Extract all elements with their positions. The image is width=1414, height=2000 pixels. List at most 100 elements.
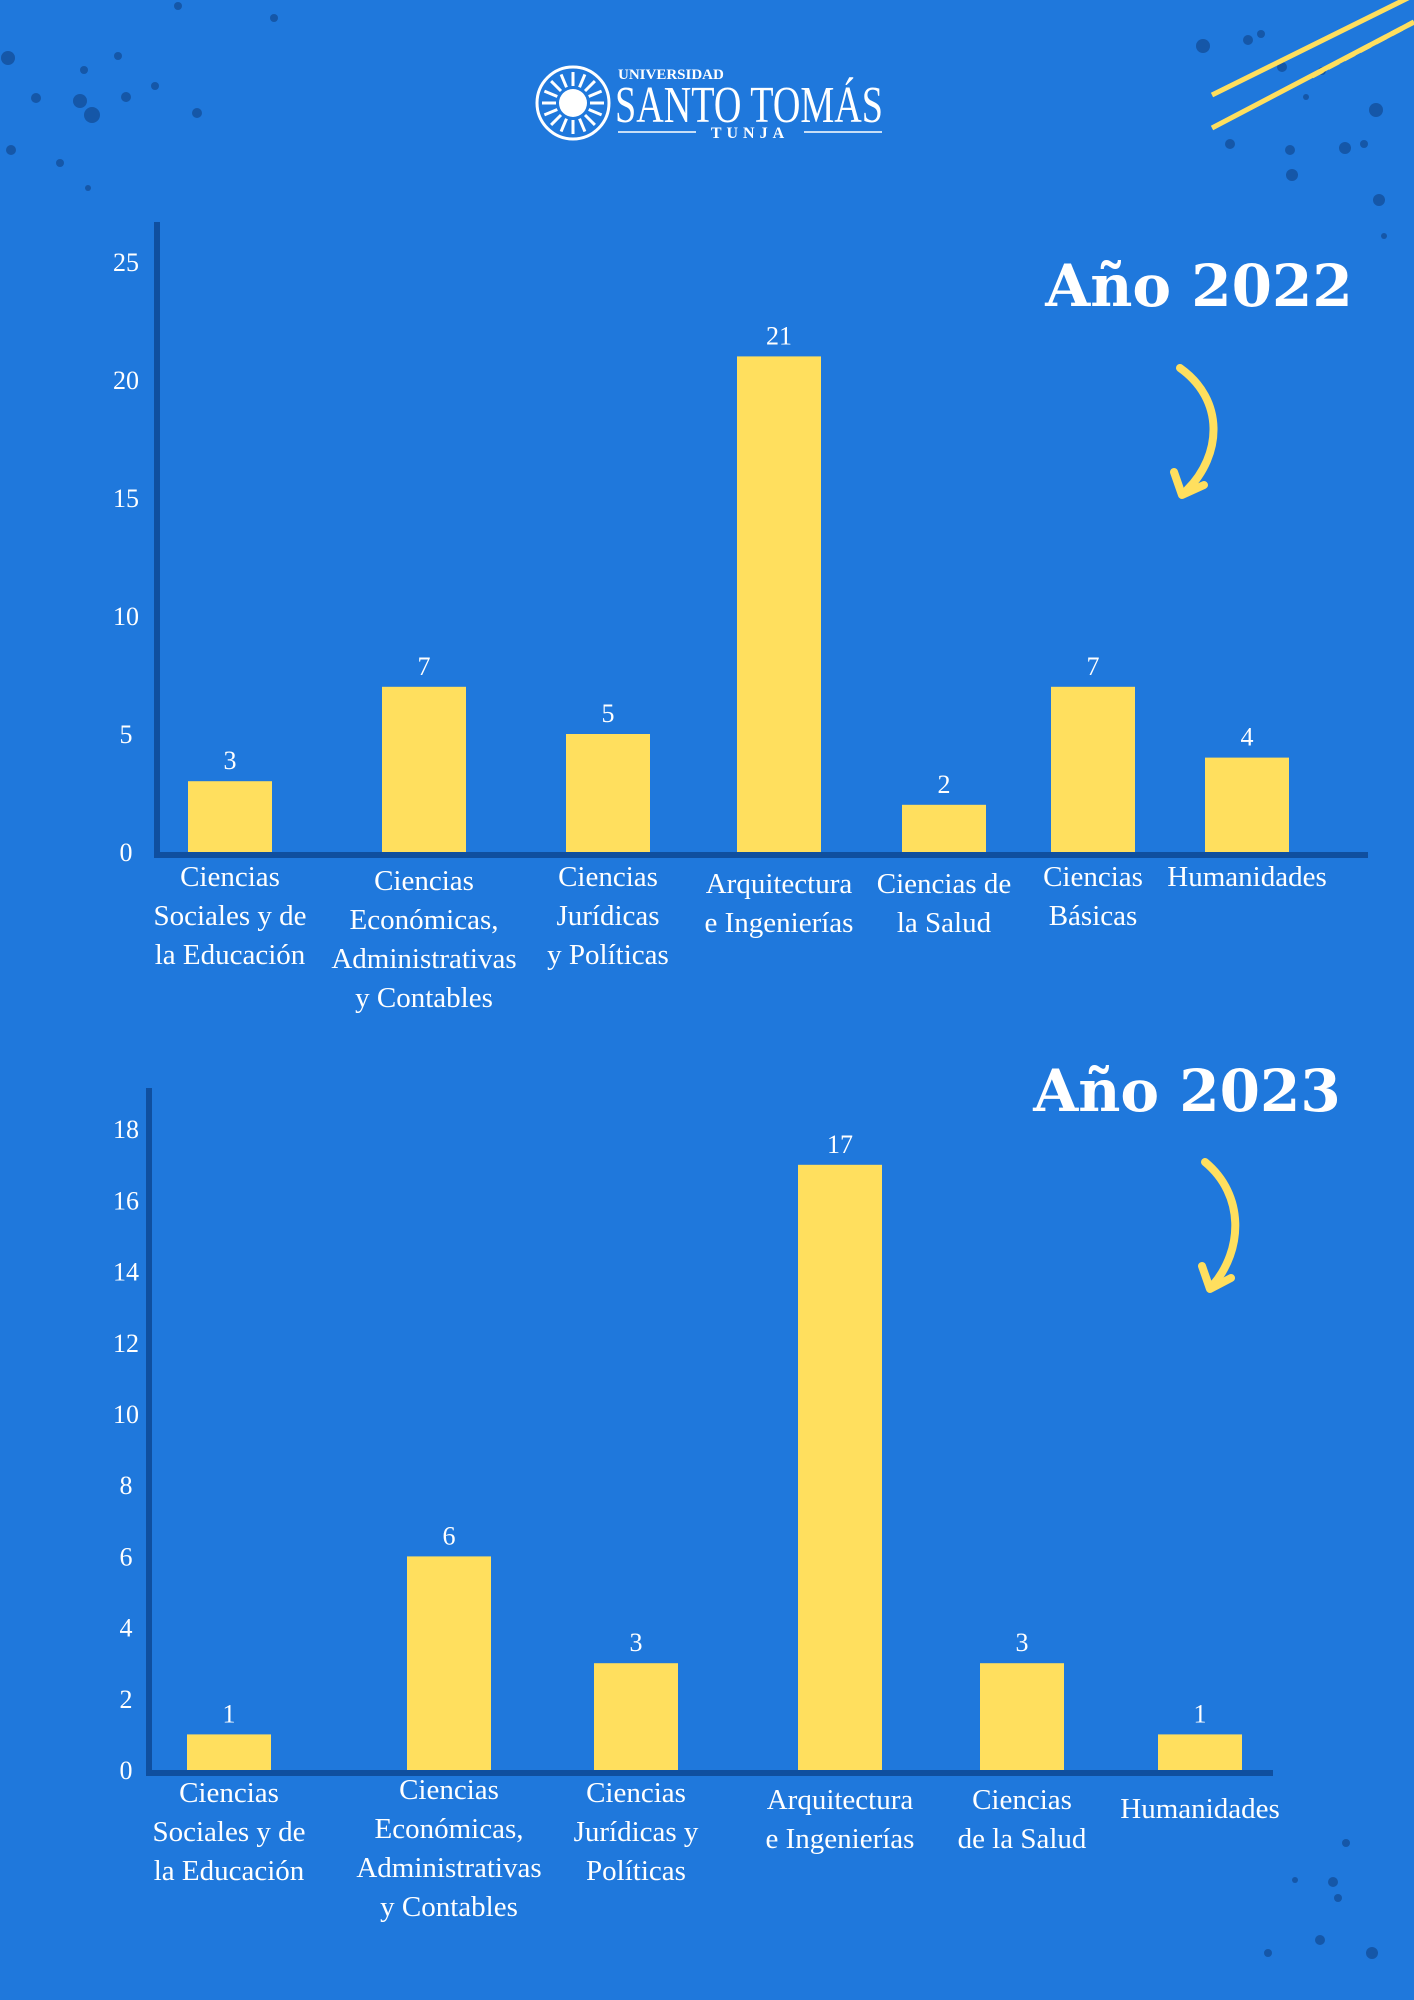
- decor-dot: [1264, 1949, 1272, 1957]
- bar-value-label: 2: [938, 770, 951, 799]
- sun-ray: [559, 118, 568, 133]
- decor-dot: [1196, 39, 1210, 53]
- bar-value-label: 6: [443, 1521, 456, 1550]
- decor-dot: [6, 145, 16, 155]
- bar-value-label: 1: [223, 1699, 236, 1728]
- x-category-label: Humanidades: [1120, 1793, 1279, 1825]
- bar-value-label: 3: [630, 1628, 643, 1657]
- bar: [1205, 757, 1289, 852]
- logo-name: SANTO TOMÁS: [615, 76, 883, 134]
- curved-arrow-icon: [1170, 364, 1218, 499]
- y-tick-label: 10: [113, 602, 139, 631]
- sun-ray: [550, 113, 563, 126]
- y-tick-label: 5: [120, 720, 133, 749]
- decor-dot: [151, 82, 159, 90]
- y-tick-label: 0: [120, 1756, 133, 1785]
- decor-dot: [1342, 1839, 1350, 1847]
- decor-dot: [1315, 1935, 1325, 1945]
- x-category-label: Ciencias de la Salud: [958, 1784, 1087, 1855]
- sun-ray: [559, 73, 568, 88]
- x-category-label: Ciencias Económicas, Administrativas y Cont…: [356, 1774, 541, 1923]
- bar: [188, 781, 272, 852]
- decor-dot: [1328, 1877, 1338, 1887]
- decor-dot: [270, 14, 278, 22]
- bar: [902, 804, 986, 852]
- bar: [737, 356, 821, 852]
- decor-dot: [1286, 169, 1298, 181]
- bar-value-label: 7: [1087, 652, 1100, 681]
- decor-dot: [56, 159, 64, 167]
- decor-dot: [80, 66, 88, 74]
- university-logo: UNIVERSIDAD SANTO TOMÁS TUNJA: [535, 65, 883, 142]
- decor-dot: [192, 108, 202, 118]
- decor-stripe: [1310, 19, 1414, 79]
- bar-value-label: 1: [1194, 1699, 1207, 1728]
- bar-value-label: 5: [602, 699, 615, 728]
- sun-ray: [578, 118, 587, 133]
- bar: [566, 734, 650, 852]
- decor-dot: [1366, 1947, 1378, 1959]
- bar: [798, 1164, 882, 1770]
- sun-ray: [588, 89, 603, 98]
- decor-dot: [1, 51, 15, 65]
- decor-dot: [1373, 194, 1385, 206]
- x-category-label: Arquitectura e Ingenierías: [705, 868, 854, 939]
- decor-dot: [114, 52, 122, 60]
- x-category-label: Ciencias Jurídicas y Políticas: [547, 861, 669, 971]
- x-category-label: Ciencias Sociales y de la Educación: [153, 861, 306, 971]
- sun-ray: [550, 80, 563, 93]
- decor-dot: [1292, 1877, 1298, 1883]
- y-tick-label: 25: [113, 248, 139, 277]
- decor-dot: [1243, 35, 1253, 45]
- bar: [407, 1556, 491, 1770]
- x-category-label: Ciencias Básicas: [1043, 861, 1143, 932]
- bar: [594, 1663, 678, 1770]
- x-category-label: Arquitectura e Ingenierías: [766, 1784, 915, 1855]
- logo-campus: TUNJA: [711, 125, 789, 142]
- y-tick-label: 4: [120, 1614, 133, 1643]
- sun-ray: [583, 80, 596, 93]
- decor-stripe: [1210, 0, 1410, 98]
- y-tick-label: 12: [113, 1329, 139, 1358]
- y-tick-label: 2: [120, 1685, 133, 1714]
- curved-arrow-icon: [1198, 1158, 1240, 1293]
- bar: [980, 1663, 1064, 1770]
- sun-ray: [588, 108, 603, 117]
- chart-title-2023: Año 2023: [1032, 1057, 1340, 1125]
- sun-emblem-icon: [535, 65, 611, 141]
- background-decoration: [1, 0, 1414, 1959]
- decor-dot: [1339, 142, 1351, 154]
- decor-dot: [121, 92, 131, 102]
- x-category-label: Humanidades: [1167, 861, 1326, 893]
- decor-dot: [31, 93, 41, 103]
- decor-dot: [1369, 103, 1383, 117]
- bar-value-label: 17: [827, 1130, 853, 1159]
- logo-university-label: UNIVERSIDAD: [618, 67, 724, 83]
- chart-title-2022: Año 2022: [1044, 252, 1352, 320]
- y-tick-label: 18: [113, 1115, 139, 1144]
- bar: [382, 686, 466, 852]
- sun-ray: [583, 113, 596, 126]
- y-tick-label: 16: [113, 1186, 139, 1215]
- sun-ray: [578, 73, 587, 88]
- decor-dot: [1381, 233, 1387, 239]
- decor-dot: [174, 2, 182, 10]
- decor-dot: [84, 107, 100, 123]
- y-tick-label: 10: [113, 1400, 139, 1429]
- decor-dot: [85, 185, 91, 191]
- bar: [1051, 686, 1135, 852]
- decor-dot: [1225, 139, 1235, 149]
- x-category-label: Ciencias Económicas, Administrativas y Cont…: [331, 865, 516, 1014]
- bar-value-label: 4: [1241, 723, 1254, 752]
- x-category-label: Ciencias Sociales y de la Educación: [152, 1777, 305, 1887]
- bar-value-label: 3: [224, 746, 237, 775]
- sun-ray: [543, 89, 558, 98]
- decor-dot: [1303, 94, 1309, 100]
- y-tick-label: 6: [120, 1542, 133, 1571]
- y-tick-label: 20: [113, 366, 139, 395]
- decor-dot: [1285, 145, 1295, 155]
- decor-dot: [73, 94, 87, 108]
- bar-value-label: 7: [418, 652, 431, 681]
